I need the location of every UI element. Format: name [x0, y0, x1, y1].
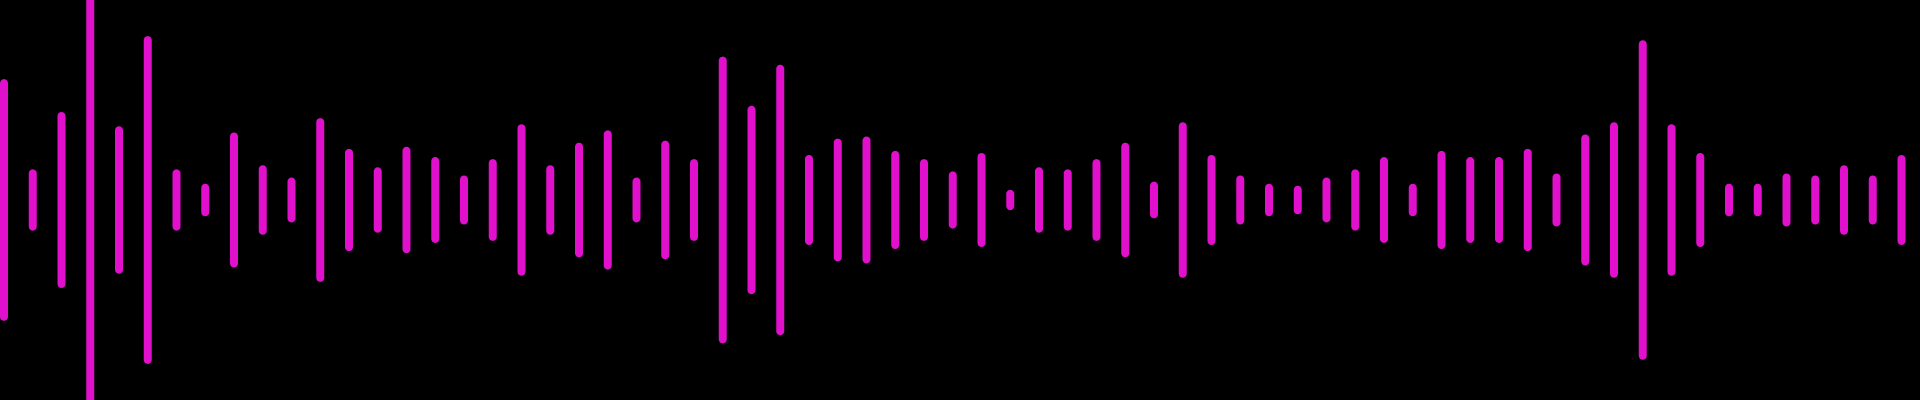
audio-waveform — [0, 0, 1906, 400]
waveform-graphic — [0, 0, 1906, 400]
waveform-bars — [0, 0, 1906, 400]
